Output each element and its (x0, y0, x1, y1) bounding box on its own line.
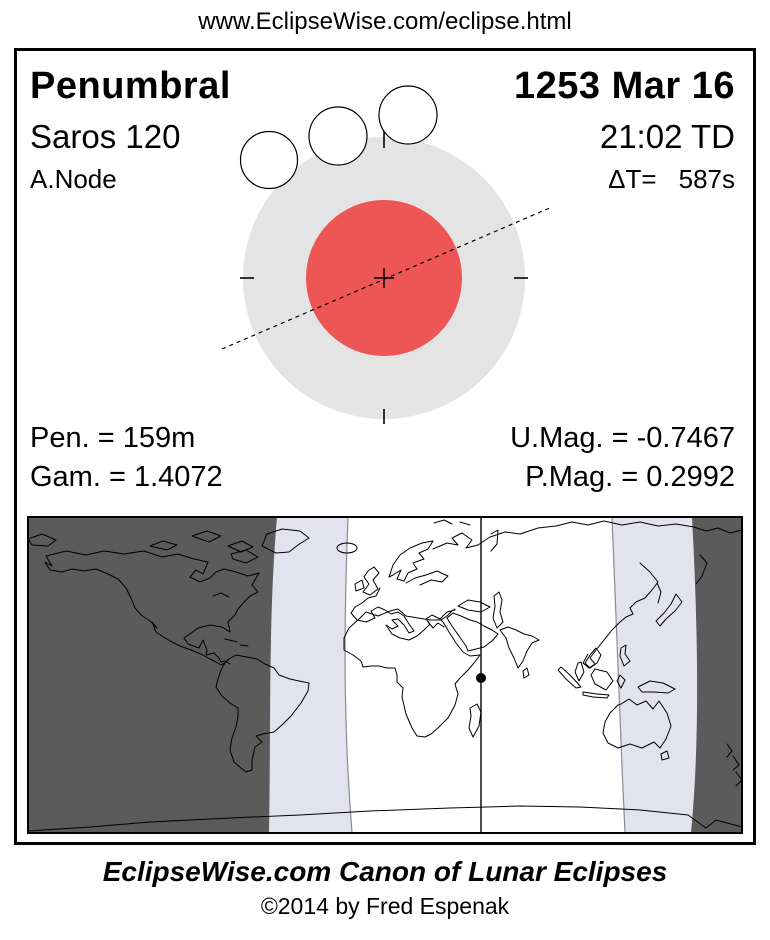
umbral-magnitude: U.Mag. = -0.7467 (510, 422, 735, 454)
eclipse-date: 1253 Mar 16 (514, 65, 735, 107)
penumbral-duration: Pen. = 159m (30, 422, 196, 454)
copyright-line: ©2014 by Fred Espenak (260, 893, 510, 919)
saros-series: Saros 120 (30, 118, 181, 155)
delta-t-label: ΔT= (608, 164, 657, 194)
delta-t: ΔT= 587s (608, 165, 735, 193)
eclipse-type: Penumbral (30, 65, 231, 107)
source-url: www.EclipseWise.com/eclipse.html (198, 8, 572, 35)
penumbral-magnitude: P.Mag. = 0.2992 (525, 461, 735, 493)
canon-title: EclipseWise.com Canon of Lunar Eclipses (102, 856, 668, 887)
gamma-value: Gam. = 1.4072 (30, 461, 223, 493)
delta-t-value: 587s (678, 164, 735, 194)
node-label: A.Node (30, 164, 117, 194)
eclipse-time: 21:02 TD (599, 118, 735, 155)
